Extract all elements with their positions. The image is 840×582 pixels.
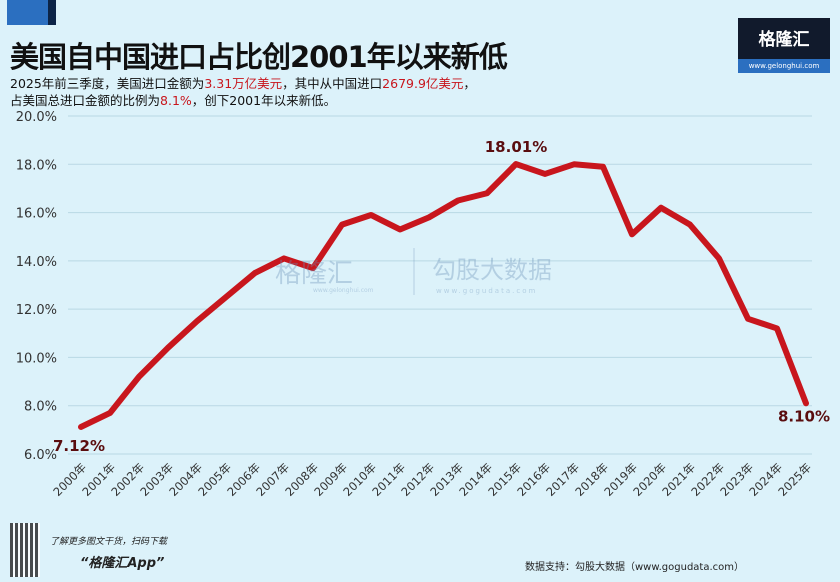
data-point — [660, 206, 662, 209]
data-label: 18.01% — [485, 138, 547, 156]
data-point — [196, 320, 198, 323]
y-tick-label: 8.0% — [24, 400, 57, 415]
logo-name: 格隆汇 — [758, 30, 810, 50]
text: ，创下2001年以来新低。 — [191, 93, 337, 108]
watermark-gelonghui-url: www.gelonghui.com — [313, 287, 374, 294]
text: ， — [463, 76, 476, 91]
watermark: 格隆汇 www.gelonghui.com 勾股大数据 www.gogudata… — [275, 248, 552, 295]
footer-app-name: “格隆汇App” — [80, 556, 165, 571]
data-point — [399, 228, 401, 231]
watermark-gogudata-url: www.gogudata.com — [436, 287, 537, 295]
data-point — [283, 257, 285, 260]
data-point — [573, 163, 575, 166]
subtitle-line-2: 占美国总进口金额的比例为8.1%，创下2001年以来新低。 — [10, 90, 336, 109]
data-point — [312, 267, 314, 270]
series-line — [78, 161, 809, 430]
text: 2025年前三季度，美国进口金额为 — [10, 76, 205, 91]
data-label: 8.10% — [778, 407, 830, 425]
watermark-gogudata: 勾股大数据 — [432, 256, 552, 284]
y-tick-label: 6.0% — [24, 448, 57, 463]
highlight: 2679.9亿美元 — [382, 76, 464, 91]
data-point — [254, 271, 256, 274]
qr-code[interactable] — [10, 523, 40, 577]
data-point — [805, 402, 807, 405]
decor-block — [48, 0, 56, 25]
data-point — [225, 296, 227, 299]
subtitle-line-1: 2025年前三季度，美国进口金额为3.31万亿美元，其中从中国进口2679.9亿… — [10, 73, 476, 92]
page-title: 美国自中国进口占比创2001年以来新低 — [10, 40, 508, 74]
gelonghui-logo: 格隆汇 www.gelonghui.com — [738, 18, 830, 73]
data-point — [747, 317, 749, 320]
highlight: 3.31万亿美元 — [204, 76, 283, 91]
data-point — [370, 213, 372, 216]
text: 占美国总进口金额的比例为 — [10, 93, 161, 108]
data-point — [428, 216, 430, 219]
data-point — [138, 375, 140, 378]
x-tick-label: 2025年 — [775, 460, 814, 499]
data-label: 7.12% — [53, 437, 105, 455]
y-tick-label: 14.0% — [16, 255, 57, 270]
data-point — [515, 163, 517, 166]
decor-block — [7, 0, 55, 25]
data-point — [602, 165, 604, 168]
y-tick-label: 10.0% — [16, 351, 57, 366]
data-point — [457, 199, 459, 202]
watermark-gelonghui: 格隆汇 — [275, 259, 353, 289]
footer-source: 数据支持：勾股大数据（www.gogudata.com） — [525, 562, 745, 573]
data-point — [167, 346, 169, 349]
data-point — [776, 327, 778, 330]
data-point — [341, 223, 343, 226]
data-point — [631, 233, 633, 236]
data-point — [718, 257, 720, 260]
data-point — [80, 425, 82, 428]
footer-promo: 了解更多图文干货，扫码下载 — [50, 537, 168, 547]
y-tick-label: 16.0% — [16, 207, 57, 222]
y-tick-label: 18.0% — [16, 158, 57, 173]
logo-url: www.gelonghui.com — [738, 59, 830, 73]
data-point — [544, 172, 546, 175]
highlight: 8.1% — [160, 93, 192, 108]
y-tick-label: 12.0% — [16, 303, 57, 318]
data-point — [486, 192, 488, 195]
text: ，其中从中国进口 — [282, 76, 383, 91]
y-tick-label: 20.0% — [16, 110, 57, 125]
data-point — [689, 223, 691, 226]
data-point — [109, 411, 111, 414]
